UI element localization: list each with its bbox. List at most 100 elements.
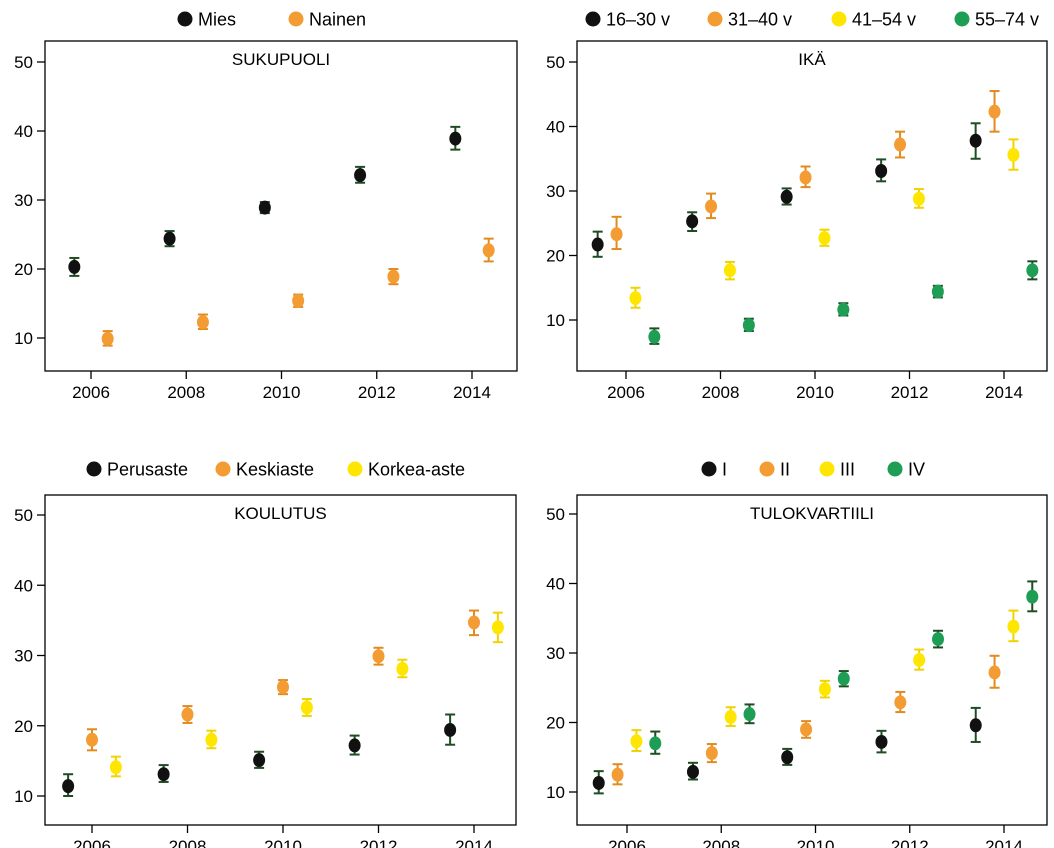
data-point	[799, 165, 812, 189]
legend-label: 41–54 v	[852, 10, 916, 30]
point-marker	[491, 620, 504, 635]
y-tick-label: 30	[14, 191, 33, 210]
data-point	[253, 750, 266, 769]
panel-title: SUKUPUOLI	[232, 50, 330, 69]
data-point	[482, 237, 495, 263]
data-point	[1026, 580, 1039, 613]
y-tick-label: 20	[546, 247, 565, 266]
point-marker	[724, 709, 737, 724]
data-point	[723, 260, 736, 281]
point-marker	[988, 665, 1001, 680]
plot-frame	[576, 494, 1048, 826]
x-tick-label: 2008	[702, 383, 740, 402]
point-marker	[482, 243, 495, 258]
y-tick-label: 50	[546, 53, 565, 72]
data-point	[780, 187, 793, 206]
data-point	[837, 670, 850, 688]
data-point	[68, 256, 81, 277]
data-point	[387, 268, 400, 286]
data-point	[894, 690, 907, 714]
panel-title: KOULUTUS	[234, 504, 327, 523]
point-marker	[629, 291, 642, 306]
x-tick-label: 2010	[797, 837, 835, 848]
data-point	[629, 286, 642, 309]
plot-frame	[576, 40, 1048, 372]
point-marker	[649, 736, 662, 751]
data-point	[1007, 609, 1020, 643]
x-tick-label: 2012	[360, 837, 398, 848]
data-point	[196, 313, 209, 331]
point-marker	[101, 331, 114, 346]
point-marker	[686, 764, 699, 779]
point-marker	[780, 189, 793, 204]
point-marker	[62, 779, 75, 794]
point-marker	[354, 168, 367, 183]
point-marker	[894, 695, 907, 710]
point-marker	[705, 199, 718, 214]
data-point	[742, 317, 755, 333]
panel-4: 10 20 30 40 50 2006 2008 2010 2012 2014 TULOKVARTI…	[546, 460, 1048, 848]
legend-label: Perusaste	[107, 460, 188, 480]
data-point	[591, 230, 604, 258]
point-marker	[610, 227, 623, 242]
data-point	[258, 200, 271, 215]
panel-2: 10 20 30 40 50 2006 2008 2010 2012 2014 IKÄ 16–30 v…	[546, 10, 1048, 402]
data-point	[988, 90, 1001, 133]
legend-marker	[177, 11, 193, 27]
legend-marker	[215, 461, 231, 477]
point-marker	[205, 732, 218, 747]
y-tick-label: 30	[546, 644, 565, 663]
x-tick-label: 2008	[167, 383, 205, 402]
y-tick-label: 40	[546, 575, 565, 594]
data-point	[1026, 260, 1039, 281]
data-point	[354, 165, 367, 184]
point-marker	[348, 738, 361, 753]
point-marker	[988, 104, 1001, 119]
point-marker	[1007, 619, 1020, 634]
data-point	[205, 729, 218, 750]
point-marker	[875, 164, 888, 179]
legend-label: 55–74 v	[975, 10, 1039, 30]
point-marker	[875, 734, 888, 749]
y-tick-label: 20	[14, 260, 33, 279]
point-marker	[781, 750, 794, 765]
point-marker	[969, 133, 982, 148]
data-point	[648, 327, 661, 345]
point-marker	[372, 649, 385, 664]
data-point	[491, 611, 504, 644]
legend-marker	[585, 11, 601, 27]
y-tick-label: 10	[546, 783, 565, 802]
point-marker	[253, 753, 266, 768]
point-marker	[68, 259, 81, 274]
legend-label: Mies	[198, 10, 236, 30]
data-point	[444, 713, 457, 746]
data-point	[875, 158, 888, 183]
point-marker	[837, 302, 850, 317]
point-marker	[818, 682, 831, 697]
x-tick-label: 2014	[455, 837, 493, 848]
x-tick-label: 2006	[72, 383, 110, 402]
y-tick-label: 40	[14, 122, 33, 141]
data-point	[630, 729, 643, 752]
legend-marker	[288, 11, 304, 27]
point-marker	[1026, 263, 1039, 278]
panel-title: TULOKVARTIILI	[750, 504, 874, 523]
data-point	[592, 770, 605, 795]
data-point	[988, 654, 1001, 689]
point-marker	[913, 652, 926, 667]
data-point	[86, 728, 98, 752]
data-point	[468, 609, 480, 637]
data-point	[743, 703, 756, 725]
data-point	[610, 215, 623, 251]
data-point	[931, 284, 944, 299]
y-tick-label: 10	[14, 787, 33, 806]
data-point	[969, 706, 982, 743]
data-point	[348, 734, 361, 756]
data-point	[300, 698, 313, 717]
legend-label: II	[780, 460, 790, 480]
legend-marker	[86, 461, 102, 477]
point-marker	[468, 615, 480, 630]
plot-frame	[44, 494, 517, 826]
